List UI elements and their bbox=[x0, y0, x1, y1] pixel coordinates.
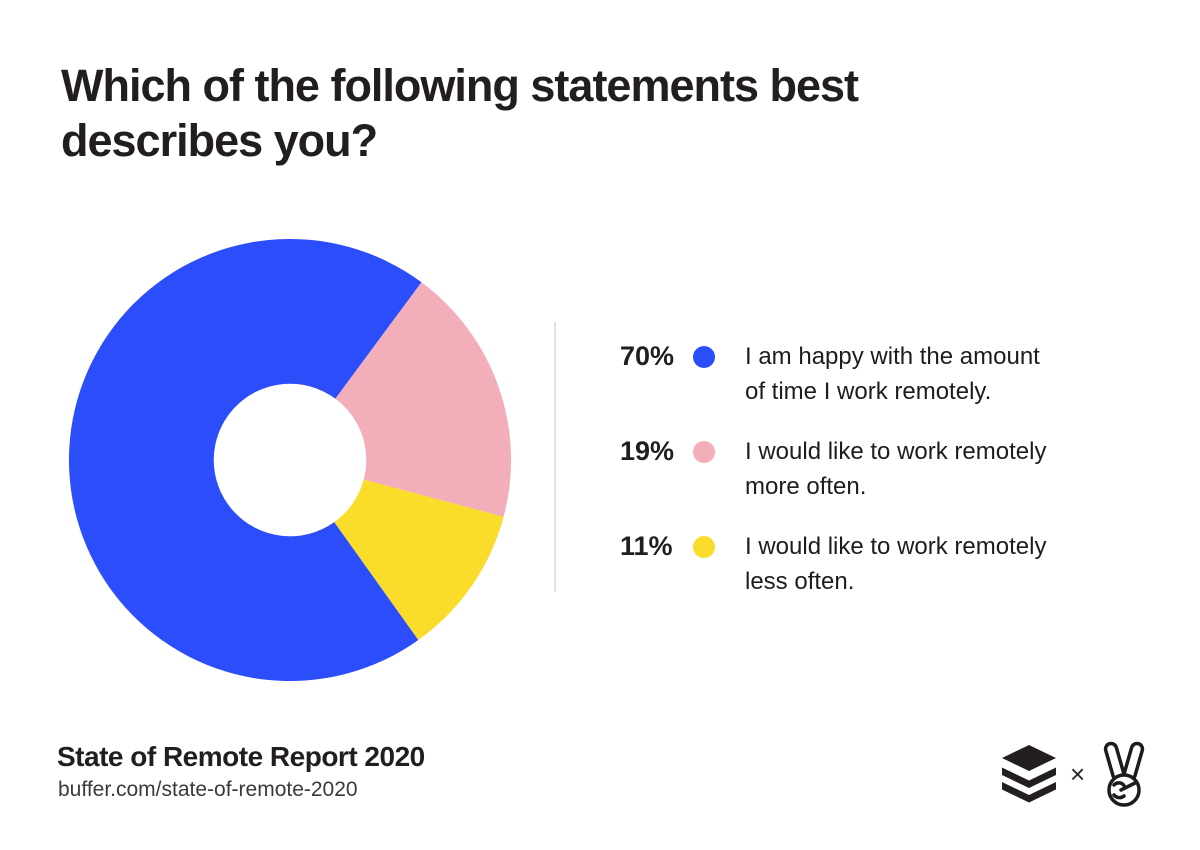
legend-label-line: I would like to work remotely bbox=[745, 438, 1047, 465]
donut-svg bbox=[68, 238, 512, 682]
legend-percent: 11% bbox=[620, 531, 673, 561]
legend-label: I would like to work remotely more often… bbox=[745, 434, 1046, 504]
legend-label-line: more often. bbox=[745, 473, 867, 500]
legend-percent: 19% bbox=[620, 436, 675, 466]
legend-item: 70% I am happy with the amount of time I… bbox=[620, 339, 1046, 409]
report-title: State of Remote Report 2020 bbox=[57, 741, 425, 772]
legend-item: 19% I would like to work remotely more o… bbox=[620, 434, 1046, 504]
donut-slice-2 bbox=[334, 479, 504, 640]
buffer-layers-logo-icon bbox=[1002, 745, 1056, 803]
legend-label: I am happy with the amount of time I wor… bbox=[745, 339, 1040, 409]
legend-item: 11% I would like to work remotely less o… bbox=[620, 529, 1046, 599]
legend-percent: 70% bbox=[620, 341, 675, 371]
page-title-line-2: describes you? bbox=[61, 115, 378, 166]
report-url: buffer.com/state-of-remote-2020 bbox=[58, 778, 358, 801]
legend-label-line: I would like to work remotely bbox=[745, 533, 1047, 560]
vertical-divider bbox=[554, 322, 556, 592]
legend-label-line: of time I work remotely. bbox=[745, 378, 992, 405]
donut-slice-0 bbox=[68, 238, 422, 682]
page-title-line-1: Which of the following statements best bbox=[61, 60, 859, 111]
legend-swatch-icon bbox=[693, 536, 715, 558]
chart-legend: 70% I am happy with the amount of time I… bbox=[620, 339, 1046, 624]
donut-slice-1 bbox=[335, 282, 512, 517]
page-title: Which of the following statements best d… bbox=[61, 58, 1081, 168]
donut-chart bbox=[64, 234, 516, 686]
legend-swatch-icon bbox=[693, 441, 715, 463]
multiply-separator: × bbox=[1070, 759, 1086, 789]
legend-label: I would like to work remotely less often… bbox=[745, 529, 1046, 599]
legend-label-line: less often. bbox=[745, 568, 855, 595]
brand-logos: × bbox=[1002, 738, 1151, 810]
legend-label-line: I am happy with the amount bbox=[745, 343, 1040, 370]
legend-swatch-icon bbox=[693, 346, 715, 368]
victory-hand-logo-icon bbox=[1103, 741, 1145, 807]
